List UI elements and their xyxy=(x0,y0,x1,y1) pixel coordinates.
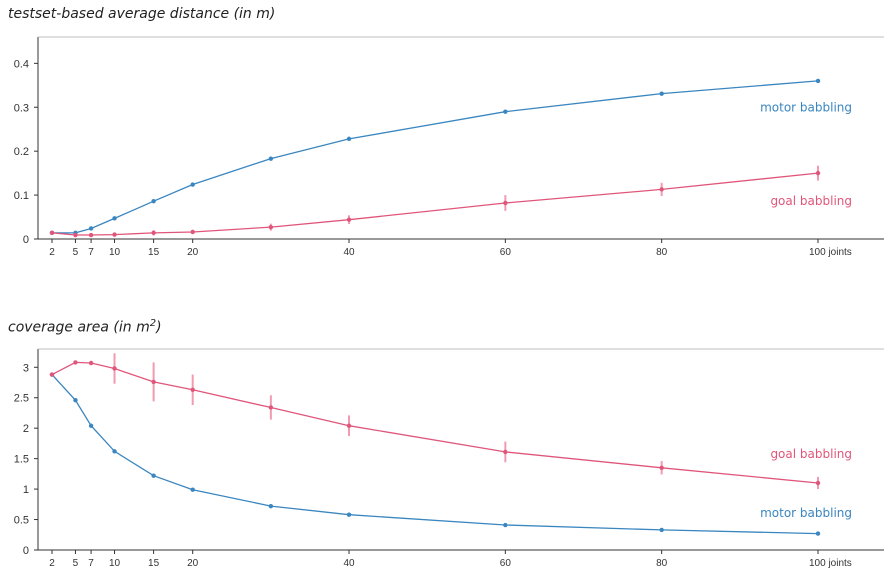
y-tick-label: 2.5 xyxy=(14,393,29,405)
data-point xyxy=(346,217,352,222)
series-label-goal: goal babbling xyxy=(770,194,852,208)
chart-title-coverage-close: ) xyxy=(156,319,162,336)
data-point xyxy=(88,226,94,231)
data-point xyxy=(503,109,508,114)
x-tick-label: 7 xyxy=(88,558,94,569)
x-tick-label: 80 xyxy=(656,247,668,258)
series-label-goal: goal babbling xyxy=(770,447,852,461)
chart-title-coverage-superscript: 2 xyxy=(149,318,157,329)
x-tick-label: 20 xyxy=(187,247,199,258)
data-point xyxy=(88,360,94,366)
data-point xyxy=(112,366,117,371)
data-point xyxy=(73,397,78,403)
chart-title-coverage: coverage area (in m2) xyxy=(8,318,162,336)
y-tick-label: 1 xyxy=(23,484,29,496)
data-point xyxy=(815,480,821,486)
x-tick-label: 5 xyxy=(73,558,79,569)
data-point xyxy=(815,531,821,536)
data-point xyxy=(268,503,274,509)
data-point xyxy=(190,487,195,492)
data-point xyxy=(503,449,508,455)
series-label-motor: motor babbling xyxy=(760,100,852,114)
data-point xyxy=(268,405,274,410)
x-tick-label: 60 xyxy=(500,247,512,258)
series-line-goal xyxy=(51,172,819,236)
data-point xyxy=(346,136,352,142)
series-line-motor xyxy=(51,374,819,535)
data-point xyxy=(73,232,78,238)
data-point xyxy=(659,465,664,470)
x-tick-label: 2 xyxy=(49,558,55,569)
data-point xyxy=(190,387,195,393)
y-tick-label: 0 xyxy=(23,545,29,557)
data-point xyxy=(503,522,508,528)
data-point xyxy=(815,170,821,176)
x-tick-label: 40 xyxy=(343,558,355,569)
y-tick-label: 0.1 xyxy=(14,190,29,202)
data-point xyxy=(659,91,664,96)
data-point xyxy=(73,360,78,365)
data-point xyxy=(88,423,94,428)
y-tick-label: 0.5 xyxy=(14,515,29,527)
data-point xyxy=(190,182,195,187)
data-point xyxy=(268,224,274,230)
data-point xyxy=(112,232,117,237)
x-tick-label: 100 joints xyxy=(809,247,852,258)
x-tick-label: 60 xyxy=(500,558,512,569)
y-tick-label: 0 xyxy=(23,234,29,246)
data-point xyxy=(190,229,195,235)
data-point xyxy=(112,449,117,454)
x-tick-label: 5 xyxy=(73,247,79,258)
data-point xyxy=(503,200,508,206)
data-point xyxy=(151,379,156,385)
chart-title-distance: testset-based average distance (in m) xyxy=(8,6,275,22)
data-point xyxy=(815,78,821,84)
series-line-goal xyxy=(51,361,819,484)
x-tick-label: 100 joints xyxy=(809,558,852,569)
data-point xyxy=(659,527,664,533)
y-tick-label: 0.4 xyxy=(14,58,29,70)
data-point xyxy=(346,423,352,428)
x-tick-label: 2 xyxy=(49,247,55,258)
chart-title-distance-text: testset-based average distance (in m) xyxy=(8,6,276,22)
chart-title-coverage-text: coverage area (in m xyxy=(8,319,150,336)
y-tick-label: 1.5 xyxy=(14,454,29,466)
data-point xyxy=(88,232,94,238)
x-tick-label: 15 xyxy=(148,247,160,258)
y-tick-label: 2 xyxy=(23,423,29,435)
data-point xyxy=(151,473,156,478)
data-point xyxy=(112,216,117,221)
y-tick-label: 0.2 xyxy=(14,146,29,158)
series-label-motor: motor babbling xyxy=(760,506,852,520)
data-point xyxy=(346,512,352,517)
x-tick-label: 10 xyxy=(109,558,121,569)
x-tick-label: 10 xyxy=(109,247,121,258)
data-point xyxy=(49,230,55,236)
x-tick-label: 20 xyxy=(187,558,199,569)
x-tick-label: 80 xyxy=(656,558,668,569)
x-tick-label: 15 xyxy=(148,558,160,569)
y-tick-label: 3 xyxy=(23,362,29,374)
data-point xyxy=(268,156,274,161)
data-point xyxy=(49,372,55,377)
data-point xyxy=(659,187,664,192)
data-point xyxy=(151,199,156,204)
x-tick-label: 40 xyxy=(343,247,355,258)
y-tick-label: 0.3 xyxy=(14,102,29,114)
data-point xyxy=(151,230,156,236)
x-tick-label: 7 xyxy=(88,247,94,258)
